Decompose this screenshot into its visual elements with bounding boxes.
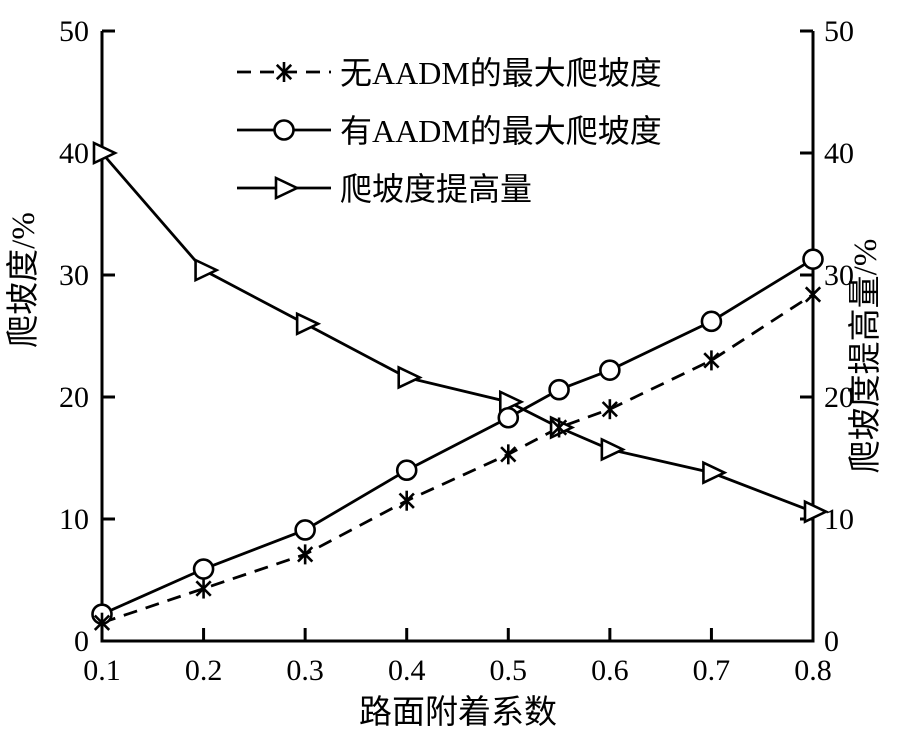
y-tick-label-left: 40 — [59, 137, 89, 170]
y-tick-label-left: 50 — [59, 15, 89, 48]
circle-marker-icon — [599, 359, 621, 381]
y-tick-label-left: 30 — [59, 259, 89, 292]
triangle-right-marker-icon — [549, 415, 576, 440]
circle-marker-icon — [497, 406, 520, 429]
y-tick-label-left: 0 — [74, 625, 89, 658]
y-tick-label-right: 20 — [824, 381, 854, 414]
asterisk-marker-icon — [550, 417, 568, 438]
legend-label: 无AADM的最大爬坡度 — [340, 55, 662, 91]
triangle-right-marker-icon — [498, 389, 525, 414]
circle-marker-icon — [273, 119, 295, 141]
x-axis-label: 路面附着系数 — [359, 694, 557, 731]
y-tick-label-left: 10 — [59, 503, 89, 536]
circle-marker-icon — [802, 248, 824, 270]
y-axis-label-left: 爬坡度/% — [5, 212, 42, 348]
circle-marker-icon — [395, 459, 418, 482]
y-tick-label-right: 40 — [824, 137, 854, 170]
asterisk-marker-icon — [804, 284, 822, 305]
y-tick-label-right: 0 — [824, 625, 839, 658]
y-tick-label-right: 50 — [824, 15, 854, 48]
asterisk-marker-icon — [703, 350, 720, 371]
x-tick-label: 0.1 — [83, 654, 121, 687]
triangle-right-marker-icon — [600, 437, 626, 462]
asterisk-marker-icon — [297, 544, 314, 565]
asterisk-marker-icon — [601, 399, 618, 420]
triangle-right-marker-icon — [295, 311, 322, 336]
triangle-right-marker-icon — [702, 460, 728, 485]
x-tick-label: 0.3 — [286, 654, 324, 687]
asterisk-marker-icon — [195, 578, 212, 599]
y-tick-label-right: 10 — [824, 503, 854, 536]
y-axis-label-right: 爬坡度提高量/% — [847, 239, 884, 474]
asterisk-marker-icon — [275, 62, 293, 82]
circle-marker-icon — [294, 519, 316, 541]
x-tick-label: 0.7 — [693, 654, 731, 687]
x-tick-label: 0.4 — [388, 654, 426, 687]
triangle-right-marker-icon — [92, 140, 119, 166]
circle-marker-icon — [548, 378, 570, 401]
y-tick-label-right: 30 — [824, 259, 854, 292]
x-tick-label: 0.5 — [490, 654, 528, 687]
triangle-right-marker-icon — [274, 175, 301, 201]
triangle-right-marker-icon — [397, 365, 423, 390]
x-tick-label: 0.6 — [591, 654, 629, 687]
asterisk-marker-icon — [500, 444, 517, 465]
x-tick-label: 0.8 — [794, 654, 832, 687]
legend-label: 爬坡度提高量 — [340, 171, 532, 207]
triangle-right-marker-icon — [194, 258, 220, 283]
legend-label: 有AADM的最大爬坡度 — [340, 113, 662, 149]
triangle-right-marker-icon — [803, 499, 830, 524]
asterisk-marker-icon — [93, 612, 111, 633]
circle-marker-icon — [192, 558, 215, 580]
x-tick-label: 0.2 — [185, 654, 223, 687]
circle-marker-icon — [700, 310, 723, 333]
y-tick-label-left: 20 — [59, 381, 89, 414]
asterisk-marker-icon — [398, 490, 415, 511]
